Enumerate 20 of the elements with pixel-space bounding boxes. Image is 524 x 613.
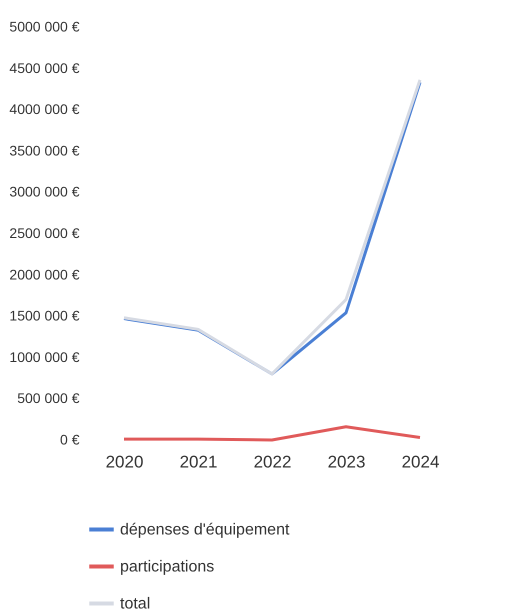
- x-tick-label: 2021: [180, 452, 218, 472]
- y-tick-label: 500 000 €: [17, 390, 80, 406]
- x-tick-label: 2020: [106, 452, 144, 472]
- y-tick-label: 2000 000 €: [9, 266, 80, 282]
- x-tick-label: 2023: [328, 452, 366, 472]
- legend-label: participations: [120, 558, 214, 576]
- x-tick-label: 2022: [254, 452, 292, 472]
- x-tick-label: 2024: [402, 452, 440, 472]
- y-tick-label: 0 €: [60, 432, 80, 448]
- y-tick-label: 1000 000 €: [9, 348, 80, 365]
- y-tick-label: 3000 000 €: [9, 184, 80, 200]
- y-tick-label: 5000 000 €: [9, 18, 80, 34]
- legend-label: total: [120, 596, 150, 612]
- y-tick-label: 4500 000 €: [9, 60, 80, 76]
- y-tick-label: 1500 000 €: [9, 308, 80, 324]
- y-tick-label: 2500 000 €: [9, 225, 80, 241]
- y-tick-label: 4000 000 €: [9, 101, 80, 118]
- legend-label: dépenses d'équipement: [120, 522, 290, 538]
- line-series: [122, 425, 422, 442]
- y-tick-label: 3500 000 €: [9, 142, 80, 158]
